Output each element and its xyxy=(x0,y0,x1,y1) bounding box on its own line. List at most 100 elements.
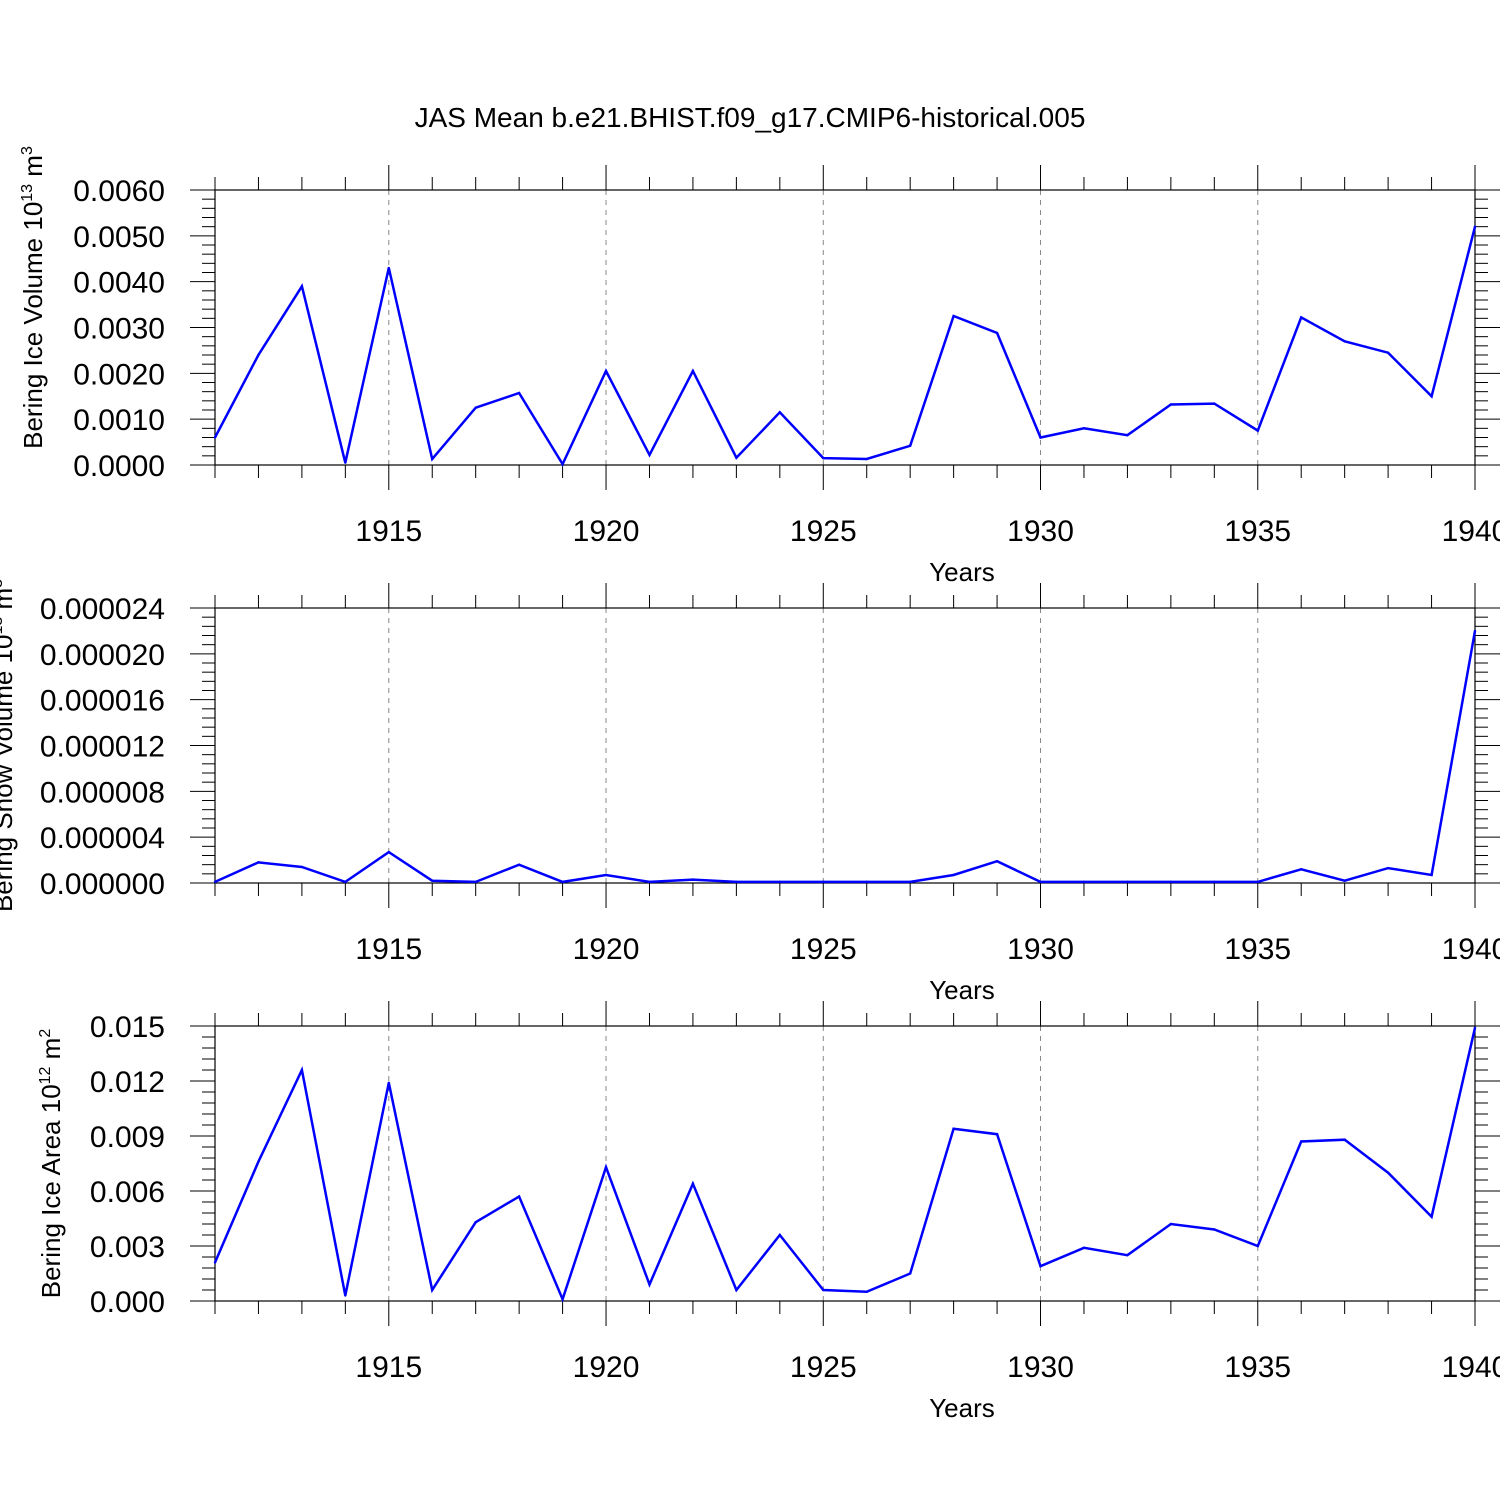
data-point xyxy=(517,391,521,395)
y-tick-label: 0.009 xyxy=(90,1121,165,1154)
y-tick-label: 0.003 xyxy=(90,1231,165,1264)
data-point xyxy=(604,873,608,877)
data-point xyxy=(604,369,608,373)
data-point xyxy=(517,1195,521,1198)
data-point xyxy=(952,1127,955,1130)
y-tick-label: 0.000008 xyxy=(40,776,165,809)
data-point xyxy=(1430,395,1433,398)
chart-panel-2: 0.000000 0.000004 0.000008 0.000012 0.000016… xyxy=(0,579,1500,1005)
data-point xyxy=(1213,402,1216,405)
data-point xyxy=(865,1290,868,1294)
plot-frame xyxy=(214,607,1476,884)
data-point xyxy=(344,461,347,464)
x-tick-label: 1940 xyxy=(1442,933,1500,966)
data-point xyxy=(1169,403,1173,406)
x-tick-label: 1920 xyxy=(573,933,640,966)
x-tick-label: 1935 xyxy=(1224,933,1291,966)
data-point xyxy=(735,880,738,884)
x-tick-label: 1930 xyxy=(1007,1351,1074,1384)
y-tick-label: 0.000000 xyxy=(40,868,165,901)
data-point xyxy=(431,457,434,461)
data-point xyxy=(300,285,304,288)
data-point xyxy=(691,878,695,881)
data-point xyxy=(257,1160,260,1163)
x-tick-label: 1915 xyxy=(355,515,422,548)
data-point xyxy=(1473,629,1477,633)
data-point xyxy=(213,880,217,884)
data-point xyxy=(561,880,564,884)
y-tick-label: 0.0040 xyxy=(73,267,165,300)
chart-panels: 0.0000 0.0010 0.0020 0.0030 0.0040 0.0050 0.00… xyxy=(0,146,1500,1423)
data-point xyxy=(561,462,564,466)
data-point xyxy=(822,1288,825,1292)
x-tick-label: 1930 xyxy=(1007,933,1074,966)
data-point xyxy=(1300,868,1303,871)
data-point xyxy=(1082,427,1086,430)
data-point xyxy=(474,406,477,409)
y-tick-label: 0.0000 xyxy=(73,450,165,483)
x-tick-label: 1940 xyxy=(1442,515,1500,548)
x-tick-label: 1915 xyxy=(355,933,422,966)
data-point xyxy=(300,865,304,869)
data-point xyxy=(257,861,260,864)
data-point xyxy=(474,1220,477,1224)
chart-panel-3: 0.000 0.003 0.006 0.009 0.012 0.015 1915 1920 19… xyxy=(36,1001,1500,1423)
y-axis-title: Bering Ice Volume 1013 m3 xyxy=(18,146,48,449)
data-point xyxy=(1430,873,1433,877)
x-tick-label: 1925 xyxy=(790,933,857,966)
data-point xyxy=(1126,880,1129,884)
data-point xyxy=(1039,880,1042,884)
series-line xyxy=(213,1027,1477,1303)
data-point xyxy=(908,1272,912,1275)
data-point xyxy=(995,860,999,863)
y-tick-label: 0.000012 xyxy=(40,731,165,764)
data-point xyxy=(431,1288,434,1292)
y-tick-label: 0.006 xyxy=(90,1176,165,1209)
data-point xyxy=(1343,879,1346,882)
y-axis-title: Bering Ice Area 1012 m2 xyxy=(36,1029,66,1299)
data-point xyxy=(213,436,217,439)
y-tick-label: 0.0060 xyxy=(73,175,165,208)
data-point xyxy=(1473,225,1477,228)
series-line xyxy=(214,630,1477,884)
data-point xyxy=(387,850,390,854)
data-point xyxy=(1039,1264,1042,1268)
data-point xyxy=(1213,880,1216,884)
x-axis-title: Years xyxy=(929,975,995,1005)
data-point xyxy=(778,411,782,414)
data-point xyxy=(1169,880,1173,884)
plot-frame xyxy=(214,189,1476,466)
data-point xyxy=(561,1297,564,1301)
data-point xyxy=(822,880,825,884)
y-tick-label: 0.000020 xyxy=(40,639,165,672)
data-point xyxy=(1213,1228,1216,1231)
data-point xyxy=(648,880,651,884)
x-tick-label: 1925 xyxy=(790,1351,857,1384)
data-point xyxy=(1300,316,1303,319)
y-tick-label: 0.0050 xyxy=(73,221,165,254)
data-point xyxy=(1343,1138,1346,1141)
data-point xyxy=(474,880,477,884)
data-point xyxy=(1300,1140,1303,1143)
data-point xyxy=(735,456,738,459)
data-point xyxy=(648,453,651,457)
x-tick-label: 1920 xyxy=(573,1351,640,1384)
data-point xyxy=(1473,1026,1477,1030)
chart-title: JAS Mean b.e21.BHIST.f09_g17.CMIP6-histo… xyxy=(415,102,1086,133)
y-tick-label: 0.000024 xyxy=(40,593,165,626)
data-point xyxy=(517,863,521,866)
data-point xyxy=(1430,1215,1433,1218)
data-point xyxy=(1126,1253,1129,1257)
data-point xyxy=(865,880,868,884)
data-point xyxy=(1386,866,1390,870)
data-point xyxy=(952,873,955,877)
chart-panel-1: 0.0000 0.0010 0.0020 0.0030 0.0040 0.0050 0.00… xyxy=(18,146,1500,587)
data-point xyxy=(213,1261,217,1264)
data-point xyxy=(1126,434,1129,437)
x-axis-title: Years xyxy=(929,557,995,587)
y-tick-label: 0.000 xyxy=(90,1286,165,1319)
y-tick-label: 0.015 xyxy=(90,1011,165,1044)
x-axis-title: Years xyxy=(929,1393,995,1423)
y-tick-label: 0.000004 xyxy=(40,822,165,855)
